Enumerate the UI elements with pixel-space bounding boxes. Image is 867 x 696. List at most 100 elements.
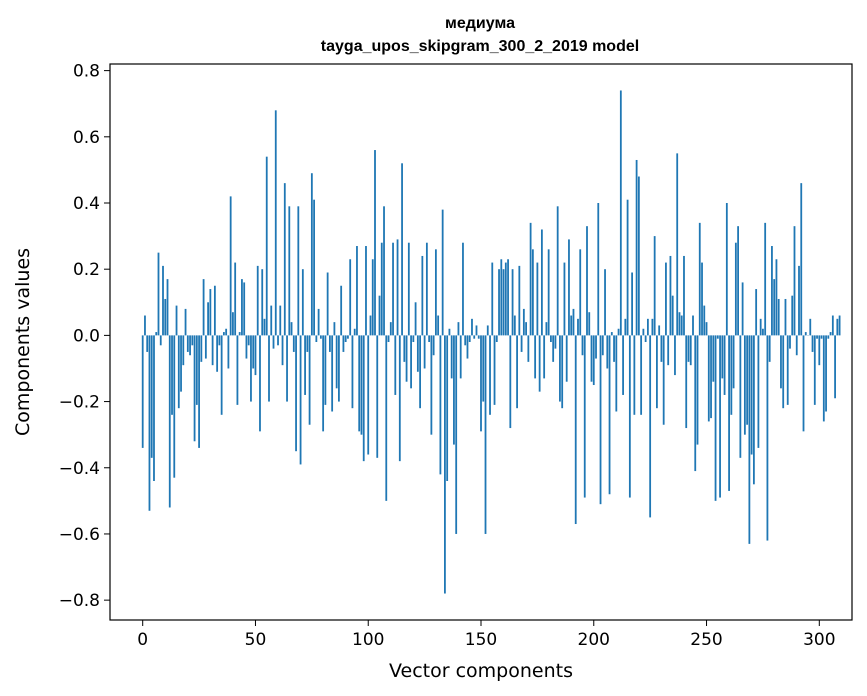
bar-220 — [637, 176, 640, 336]
bar-308 — [836, 318, 839, 336]
bar-230 — [660, 335, 663, 362]
bar-111 — [392, 242, 394, 336]
bar-70 — [299, 335, 302, 465]
bar-187 — [563, 262, 566, 336]
bar-109 — [387, 335, 390, 342]
y-tick-label: 0.4 — [73, 194, 100, 214]
bar-199 — [590, 335, 593, 382]
bar-124 — [421, 255, 424, 336]
bar-227 — [653, 236, 656, 336]
bar-285 — [784, 298, 787, 336]
bar-40 — [232, 312, 234, 336]
bar-171 — [527, 335, 530, 362]
bar-260 — [728, 335, 730, 491]
bar-122 — [416, 335, 419, 372]
bar-91 — [347, 335, 349, 339]
bar-64 — [286, 335, 288, 402]
bar-11 — [166, 279, 169, 336]
bar-137 — [450, 335, 453, 379]
bar-180 — [547, 249, 550, 336]
bar-275 — [762, 328, 764, 336]
bar-196 — [583, 335, 586, 498]
bar-164 — [511, 269, 514, 336]
bar-101 — [369, 315, 372, 336]
bar-159 — [500, 259, 503, 336]
bar-55 — [265, 156, 268, 336]
bar-13 — [171, 335, 173, 415]
bar-113 — [396, 239, 399, 336]
bar-245 — [694, 335, 697, 472]
y-tick-label: −0.8 — [59, 591, 100, 611]
bar-257 — [721, 335, 724, 379]
bar-287 — [789, 335, 791, 349]
bar-118 — [407, 242, 410, 336]
bar-59 — [274, 110, 277, 336]
bar-256 — [719, 335, 721, 498]
y-tick-label: −0.4 — [59, 459, 100, 479]
bar-291 — [798, 265, 800, 336]
bar-92 — [349, 259, 352, 336]
bar-156 — [493, 335, 496, 405]
y-tick-label: 0.0 — [73, 326, 100, 346]
bar-56 — [268, 335, 270, 402]
bar-161 — [504, 262, 507, 336]
bar-134 — [444, 335, 446, 594]
bar-121 — [414, 302, 417, 336]
bar-151 — [482, 335, 485, 402]
bar-294 — [804, 332, 807, 336]
bars-group — [141, 90, 841, 594]
bar-178 — [543, 335, 546, 379]
bar-219 — [635, 159, 638, 336]
bar-73 — [306, 335, 309, 352]
bar-232 — [665, 262, 667, 336]
bar-193 — [577, 318, 579, 336]
bar-130 — [434, 249, 437, 336]
bar-71 — [301, 269, 304, 336]
bar-160 — [502, 269, 505, 336]
bar-298 — [813, 335, 816, 405]
bar-197 — [586, 226, 588, 336]
bar-183 — [554, 335, 557, 349]
bar-136 — [448, 328, 451, 336]
bar-48 — [250, 335, 252, 402]
bar-153 — [486, 325, 489, 336]
bar-107 — [383, 206, 385, 336]
bar-293 — [802, 335, 805, 432]
bar-148 — [475, 325, 478, 336]
bar-302 — [822, 335, 825, 422]
bar-120 — [412, 335, 415, 342]
bar-133 — [441, 209, 444, 336]
bar-262 — [732, 335, 735, 389]
bar-254 — [714, 335, 717, 501]
bar-81 — [324, 335, 327, 405]
bar-238 — [678, 312, 681, 336]
bar-77 — [315, 335, 318, 342]
bar-145 — [468, 335, 471, 342]
bar-264 — [737, 226, 739, 336]
bar-207 — [608, 335, 611, 495]
bar-182 — [552, 335, 555, 362]
bar-76 — [313, 199, 315, 336]
bar-103 — [374, 150, 376, 336]
bar-185 — [559, 335, 561, 402]
bar-132 — [439, 335, 442, 475]
bar-60 — [277, 335, 279, 346]
bar-21 — [189, 335, 191, 356]
bar-303 — [825, 335, 827, 412]
bar-78 — [317, 308, 320, 336]
bar-25 — [198, 335, 200, 448]
bar-57 — [270, 305, 273, 336]
bar-289 — [793, 226, 796, 336]
bar-140 — [457, 322, 460, 336]
bar-174 — [534, 335, 537, 379]
bar-68 — [295, 335, 297, 452]
bar-28 — [204, 335, 207, 359]
bar-213 — [622, 335, 624, 395]
bar-62 — [281, 335, 284, 366]
bar-228 — [656, 335, 658, 409]
bar-7 — [157, 252, 160, 336]
bar-110 — [389, 322, 392, 336]
bar-265 — [739, 335, 742, 458]
bar-142 — [462, 242, 464, 336]
bar-301 — [820, 335, 823, 339]
